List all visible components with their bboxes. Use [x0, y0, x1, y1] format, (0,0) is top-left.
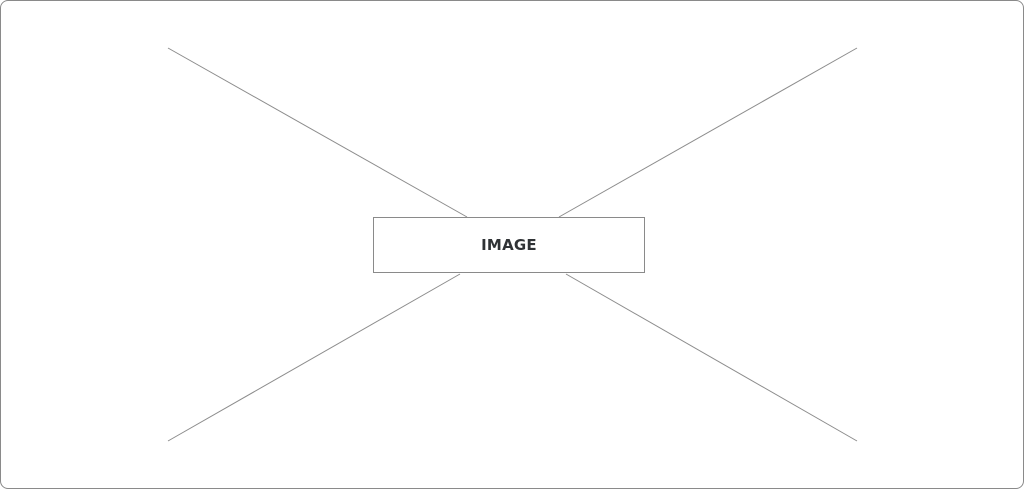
cross-line-bottom-left	[167, 273, 461, 442]
image-label-box: IMAGE	[373, 217, 645, 273]
cross-line-top-right	[558, 47, 858, 218]
cross-line-top-left	[167, 47, 468, 218]
image-label: IMAGE	[481, 236, 537, 254]
cross-line-bottom-right	[565, 273, 858, 442]
